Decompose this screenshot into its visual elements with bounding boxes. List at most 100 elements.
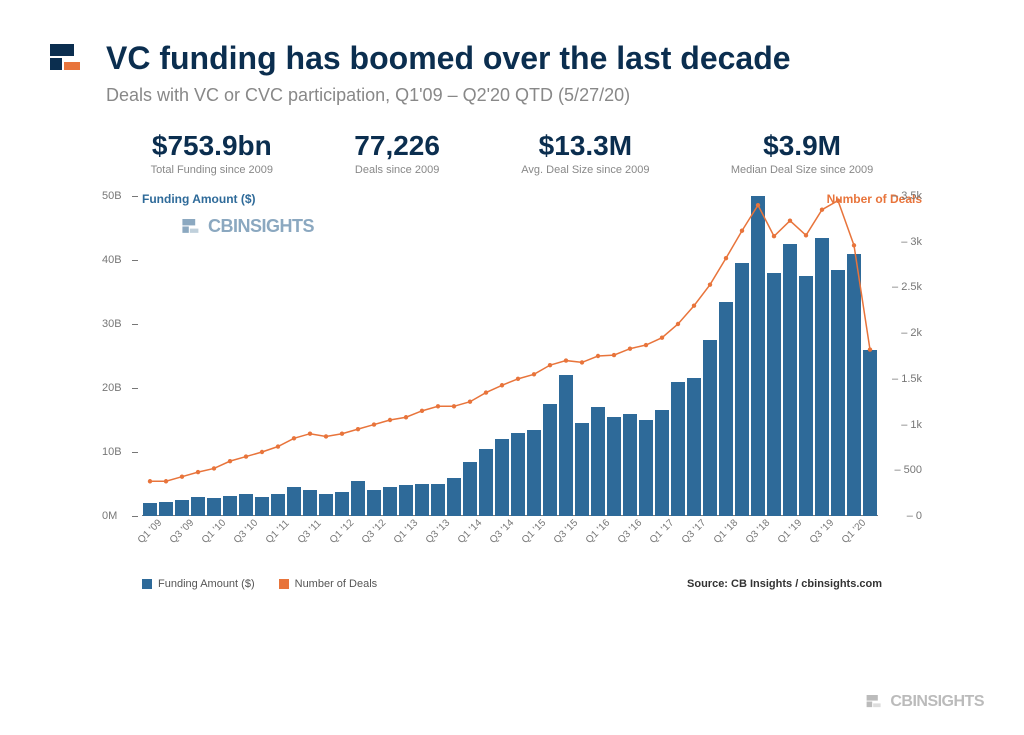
- stat-value: $13.3M: [521, 130, 649, 162]
- y-right-tick-label: – 1k: [901, 419, 922, 431]
- stat-label: Avg. Deal Size since 2009: [521, 164, 649, 176]
- y-left-tick-label: 30B: [102, 318, 122, 330]
- page-subtitle: Deals with VC or CVC participation, Q1'0…: [106, 85, 974, 106]
- bar: [367, 490, 381, 516]
- bar: [287, 487, 301, 516]
- y-right-tick-label: – 2k: [901, 327, 922, 339]
- stat-label: Median Deal Size since 2009: [731, 164, 873, 176]
- bar: [575, 423, 589, 516]
- legend-row: Funding Amount ($) Number of Deals Sourc…: [102, 578, 922, 590]
- bar: [207, 498, 221, 516]
- x-tick-label: Q1 '19: [776, 518, 804, 546]
- stat-label: Deals since 2009: [354, 164, 440, 176]
- plot-area: 0M10B20B30B40B50B– 0– 500– 1k– 1.5k– 2k–…: [102, 196, 922, 516]
- stat-value: $3.9M: [731, 130, 873, 162]
- bar: [863, 350, 877, 516]
- bar: [255, 497, 269, 516]
- bar: [479, 449, 493, 516]
- y-right-tick-label: – 2.5k: [892, 281, 922, 293]
- stat-avg-deal: $13.3M Avg. Deal Size since 2009: [521, 130, 649, 176]
- bar: [351, 481, 365, 516]
- cbinsights-logo-icon: [50, 44, 86, 74]
- legend-line: Number of Deals: [279, 578, 378, 590]
- y-left-tick-label: 40B: [102, 254, 122, 266]
- x-tick-label: Q3 '18: [744, 518, 772, 546]
- bar: [335, 492, 349, 516]
- chart: Funding Amount ($) Number of Deals CBINS…: [102, 196, 922, 566]
- bar: [543, 404, 557, 516]
- bar: [191, 497, 205, 516]
- bar: [687, 378, 701, 516]
- bar: [783, 244, 797, 516]
- y-right-tick-label: – 500: [894, 464, 922, 476]
- x-tick-label: Q3 '19: [808, 518, 836, 546]
- stat-value: $753.9bn: [151, 130, 273, 162]
- y-left-tick-label: 20B: [102, 382, 122, 394]
- bar: [639, 420, 653, 516]
- bar: [559, 375, 573, 516]
- bar: [799, 276, 813, 516]
- x-tick-label: Q1 '17: [648, 518, 676, 546]
- x-tick-label: Q3 '11: [296, 518, 324, 546]
- bar: [463, 462, 477, 516]
- bar: [175, 500, 189, 516]
- x-tick-label: Q3 '14: [488, 518, 516, 546]
- bar: [831, 270, 845, 516]
- bar: [719, 302, 733, 516]
- bar: [143, 503, 157, 516]
- bar: [847, 254, 861, 516]
- bar: [223, 496, 237, 516]
- bar: [431, 484, 445, 516]
- stat-value: 77,226: [354, 130, 440, 162]
- bar: [527, 430, 541, 516]
- legend-bar: Funding Amount ($): [142, 578, 255, 590]
- bar: [271, 494, 285, 516]
- bars-group: [142, 196, 878, 516]
- bar: [815, 238, 829, 516]
- y-left-tick-label: 50B: [102, 190, 122, 202]
- bar: [511, 433, 525, 516]
- x-tick-label: Q3 '10: [232, 518, 260, 546]
- bar: [703, 340, 717, 516]
- bar: [303, 490, 317, 516]
- bar: [591, 407, 605, 516]
- x-tick-label: Q1 '10: [200, 518, 228, 546]
- header: VC funding has boomed over the last deca…: [50, 40, 974, 77]
- x-tick-label: Q3 '16: [616, 518, 644, 546]
- bar: [239, 494, 253, 516]
- bar: [735, 263, 749, 516]
- x-tick-label: Q1 '20: [840, 518, 868, 546]
- x-tick-label: Q3 '09: [168, 518, 196, 546]
- bar-swatch-icon: [142, 579, 152, 589]
- x-tick-label: Q1 '13: [392, 518, 420, 546]
- y-right-tick-label: – 1.5k: [892, 373, 922, 385]
- x-tick-label: Q1 '12: [328, 518, 356, 546]
- y-right-tick-label: – 3k: [901, 236, 922, 248]
- stat-deals: 77,226 Deals since 2009: [354, 130, 440, 176]
- stat-total-funding: $753.9bn Total Funding since 2009: [151, 130, 273, 176]
- x-tick-label: Q3 '13: [424, 518, 452, 546]
- x-tick-label: Q3 '12: [360, 518, 388, 546]
- x-tick-label: Q1 '14: [456, 518, 484, 546]
- page-title: VC funding has boomed over the last deca…: [106, 40, 791, 77]
- footer-logo: CBINSIGHTS: [866, 693, 984, 711]
- bar: [159, 502, 173, 516]
- bar: [399, 485, 413, 516]
- x-axis-labels: Q1 '09Q3 '09Q1 '10Q3 '10Q1 '11Q3 '11Q1 '…: [102, 516, 922, 566]
- x-tick-label: Q3 '17: [680, 518, 708, 546]
- legend-line-label: Number of Deals: [295, 578, 378, 590]
- bar: [495, 439, 509, 516]
- x-tick-label: Q1 '15: [520, 518, 548, 546]
- bar: [623, 414, 637, 516]
- x-tick-label: Q1 '18: [712, 518, 740, 546]
- source-text: Source: CB Insights / cbinsights.com: [687, 578, 882, 590]
- bar: [415, 484, 429, 516]
- bar: [319, 494, 333, 516]
- bar: [655, 410, 669, 516]
- bar: [671, 382, 685, 516]
- legend-bar-label: Funding Amount ($): [158, 578, 255, 590]
- stat-label: Total Funding since 2009: [151, 164, 273, 176]
- line-swatch-icon: [279, 579, 289, 589]
- x-tick-label: Q1 '16: [584, 518, 612, 546]
- bar: [607, 417, 621, 516]
